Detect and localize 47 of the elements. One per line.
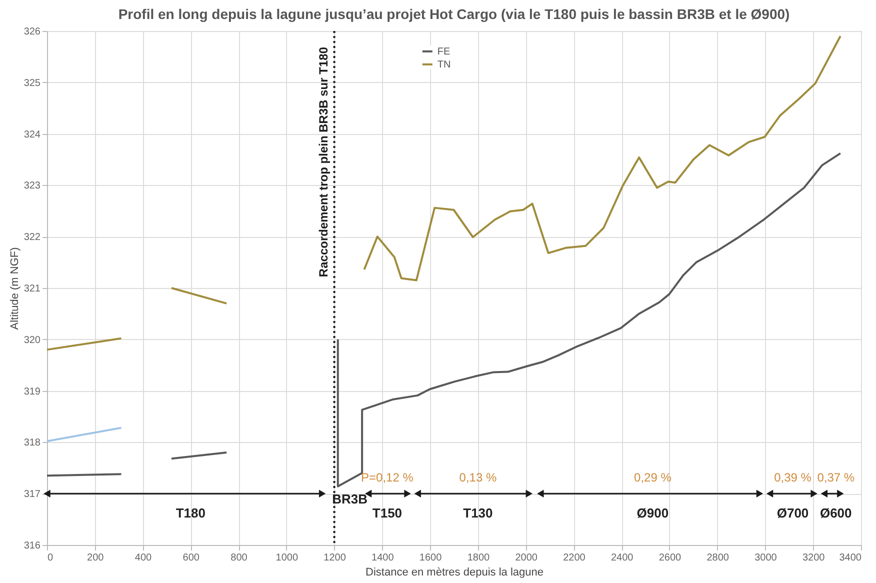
x-tick-label: 2000 bbox=[515, 552, 538, 564]
x-tick-label: 1400 bbox=[372, 552, 394, 564]
x-tick-label: 2800 bbox=[706, 552, 730, 564]
y-tick-label: 325 bbox=[24, 78, 41, 89]
annotation: 0,29 % bbox=[634, 470, 672, 485]
legend-label: TN bbox=[437, 59, 451, 70]
x-tick-label: 3000 bbox=[754, 552, 778, 564]
x-tick-label: 1200 bbox=[324, 552, 346, 564]
x-axis-title: Distance en mètres depuis la lagune bbox=[366, 566, 544, 578]
y-tick-label: 324 bbox=[24, 129, 41, 140]
annotation: 0,37 % bbox=[817, 470, 855, 485]
annotation: Ø900 bbox=[636, 506, 669, 521]
x-tick-label: 200 bbox=[87, 552, 104, 564]
annotation: T180 bbox=[176, 506, 206, 521]
annotation: 0,39 % bbox=[774, 470, 812, 485]
x-tick-label: 2400 bbox=[610, 552, 634, 564]
x-tick-label: 400 bbox=[134, 552, 152, 564]
ref-line-label: Raccordement trop plein BR3B sur T180 bbox=[316, 46, 330, 278]
y-tick-label: 316 bbox=[24, 540, 41, 552]
chart-title: Profil en long depuis la lagune jusqu’au projet Hot Cargo (via le T180 puis le bassin BR3B et le Ø900) bbox=[118, 6, 790, 22]
x-tick-label: 0 bbox=[48, 552, 54, 564]
legend-label: FE bbox=[437, 46, 451, 58]
x-tick-label: 2600 bbox=[658, 552, 682, 564]
x-tick-label: 600 bbox=[182, 552, 200, 564]
x-tick-label: 1800 bbox=[467, 552, 490, 564]
y-tick-label: 320 bbox=[24, 334, 41, 346]
x-tick-label: 2200 bbox=[563, 552, 586, 564]
y-axis-title: Altitude (m NGF) bbox=[8, 247, 21, 330]
y-tick-label: 326 bbox=[24, 26, 41, 38]
y-tick-label: 317 bbox=[24, 489, 41, 500]
y-tick-label: 322 bbox=[24, 232, 41, 244]
x-tick-label: 800 bbox=[230, 552, 248, 564]
annotation: 0,13 % bbox=[459, 470, 497, 485]
x-tick-label: 1600 bbox=[419, 552, 442, 564]
x-tick-label: 3200 bbox=[802, 552, 826, 564]
annotation: Ø600 bbox=[820, 506, 852, 521]
annotation: T130 bbox=[463, 506, 493, 521]
y-tick-label: 319 bbox=[24, 386, 41, 398]
x-tick-label: 1000 bbox=[276, 552, 298, 564]
annotation: Ø700 bbox=[776, 506, 809, 521]
y-tick-label: 318 bbox=[24, 438, 41, 449]
y-tick-label: 323 bbox=[24, 180, 41, 192]
x-tick-label: 3400 bbox=[839, 552, 862, 564]
annotation: P=0,12 % bbox=[361, 470, 414, 485]
y-tick-label: 321 bbox=[24, 284, 41, 294]
annotation: BR3B bbox=[332, 492, 368, 507]
annotation: T150 bbox=[372, 506, 402, 521]
